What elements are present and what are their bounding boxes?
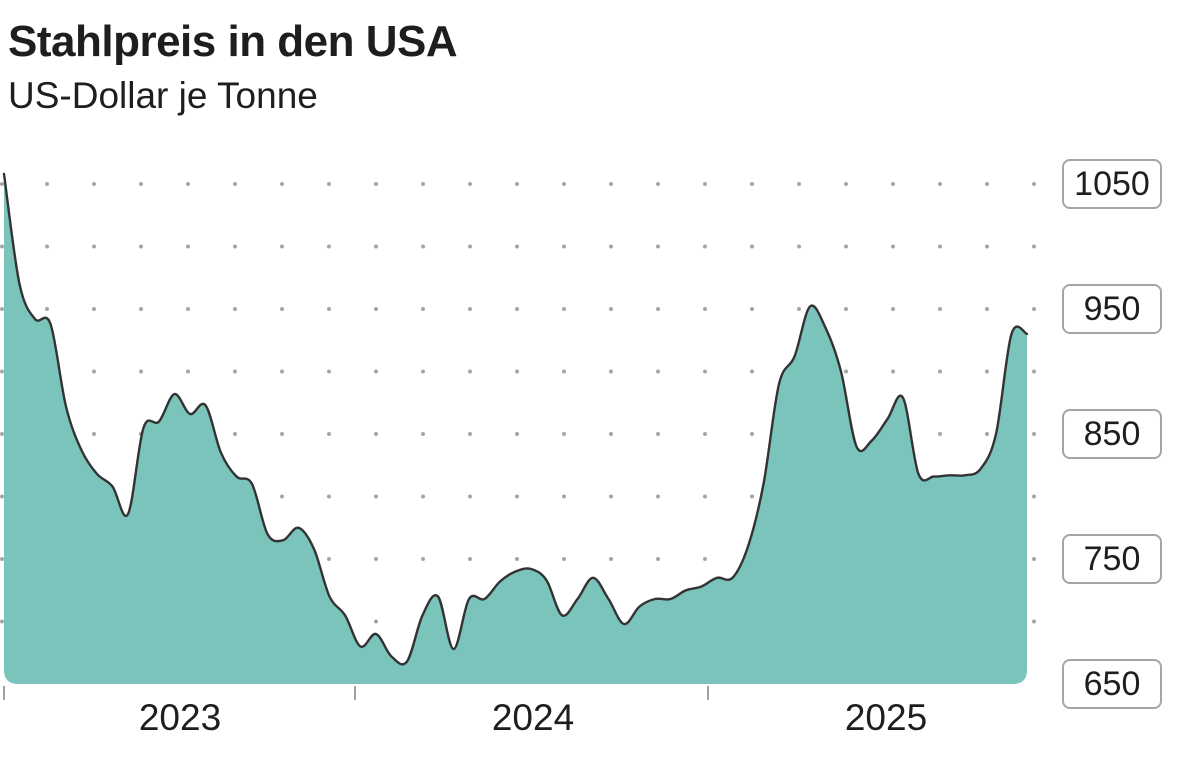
y-label-950: 950: [1062, 284, 1162, 334]
x-label-2023: 2023: [138, 697, 222, 738]
price-line: [2, 172, 1029, 666]
y-label-750: 750: [1062, 534, 1162, 584]
y-label-1050: 1050: [1062, 159, 1162, 209]
y-label-650: 650: [1062, 659, 1162, 709]
area-fill: [4, 174, 1027, 684]
x-label-2025: 2025: [844, 697, 928, 738]
chart-title: Stahlpreis in den USA: [8, 17, 458, 66]
x-label-2024: 2024: [491, 697, 575, 738]
y-label-850: 850: [1062, 409, 1162, 459]
x-axis-ticks: [3, 686, 709, 700]
chart-subtitle: US-Dollar je Tonne: [8, 75, 318, 116]
